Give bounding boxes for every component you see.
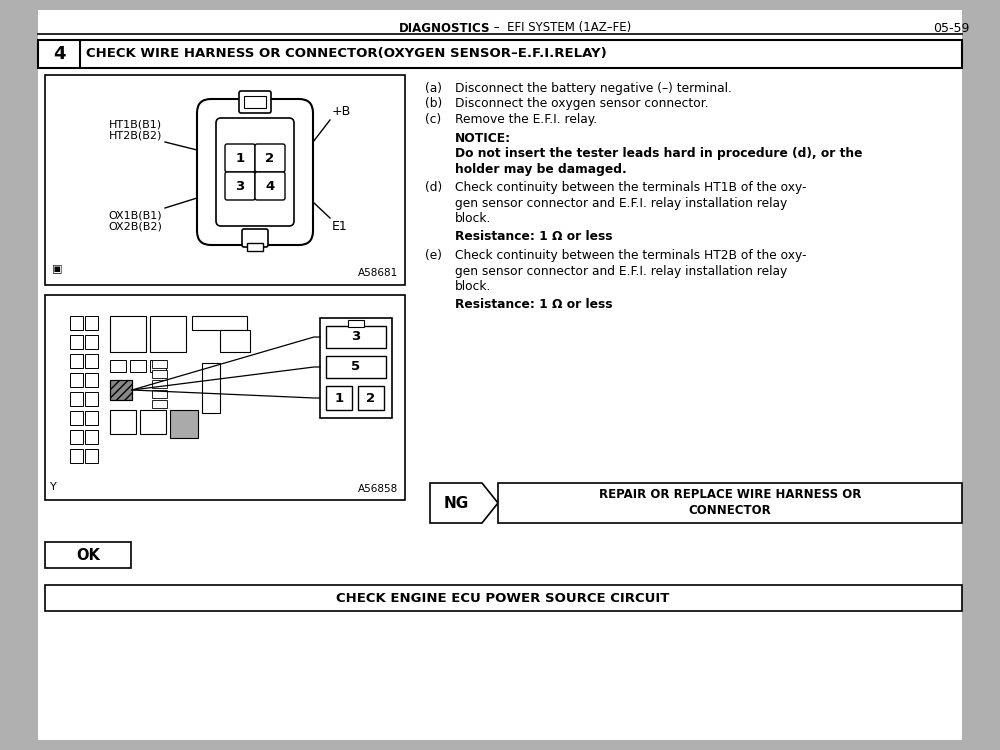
FancyBboxPatch shape bbox=[192, 316, 247, 330]
FancyBboxPatch shape bbox=[70, 449, 83, 463]
Text: ▣: ▣ bbox=[52, 264, 62, 274]
FancyBboxPatch shape bbox=[152, 400, 167, 408]
Text: gen sensor connector and E.F.I. relay installation relay: gen sensor connector and E.F.I. relay in… bbox=[455, 265, 787, 278]
FancyBboxPatch shape bbox=[45, 75, 405, 285]
FancyBboxPatch shape bbox=[225, 172, 255, 200]
FancyBboxPatch shape bbox=[85, 373, 98, 387]
Text: HT1B(B1)
HT2B(B2): HT1B(B1) HT2B(B2) bbox=[109, 119, 162, 141]
FancyBboxPatch shape bbox=[45, 585, 962, 611]
Text: Y: Y bbox=[50, 482, 57, 492]
FancyBboxPatch shape bbox=[70, 411, 83, 425]
FancyBboxPatch shape bbox=[225, 144, 255, 172]
FancyBboxPatch shape bbox=[150, 316, 186, 352]
FancyBboxPatch shape bbox=[38, 10, 962, 740]
Text: CHECK WIRE HARNESS OR CONNECTOR(OXYGEN SENSOR–E.F.I.RELAY): CHECK WIRE HARNESS OR CONNECTOR(OXYGEN S… bbox=[86, 47, 607, 61]
FancyBboxPatch shape bbox=[152, 380, 167, 388]
FancyBboxPatch shape bbox=[110, 316, 146, 352]
FancyBboxPatch shape bbox=[320, 318, 392, 418]
FancyBboxPatch shape bbox=[150, 360, 166, 372]
FancyBboxPatch shape bbox=[38, 40, 962, 68]
FancyBboxPatch shape bbox=[45, 295, 405, 500]
Text: Remove the E.F.I. relay.: Remove the E.F.I. relay. bbox=[455, 113, 597, 126]
FancyBboxPatch shape bbox=[326, 386, 352, 410]
Text: 1: 1 bbox=[334, 392, 344, 404]
Text: Check continuity between the terminals HT2B of the oxy-: Check continuity between the terminals H… bbox=[455, 249, 806, 262]
FancyBboxPatch shape bbox=[242, 229, 268, 247]
Text: 2: 2 bbox=[366, 392, 376, 404]
Text: (d): (d) bbox=[425, 181, 442, 194]
Text: OX1B(B1)
OX2B(B2): OX1B(B1) OX2B(B2) bbox=[108, 210, 162, 232]
Text: A56858: A56858 bbox=[358, 484, 398, 494]
Text: block.: block. bbox=[455, 280, 491, 293]
Text: A58681: A58681 bbox=[358, 268, 398, 278]
FancyBboxPatch shape bbox=[85, 430, 98, 444]
Text: REPAIR OR REPLACE WIRE HARNESS OR: REPAIR OR REPLACE WIRE HARNESS OR bbox=[599, 488, 861, 502]
Text: 4: 4 bbox=[53, 45, 65, 63]
FancyBboxPatch shape bbox=[70, 335, 83, 349]
Text: Resistance: 1 Ω or less: Resistance: 1 Ω or less bbox=[455, 230, 612, 242]
Text: 5: 5 bbox=[351, 361, 361, 374]
Text: 1: 1 bbox=[235, 152, 245, 164]
FancyBboxPatch shape bbox=[85, 316, 98, 330]
FancyBboxPatch shape bbox=[152, 370, 167, 378]
FancyBboxPatch shape bbox=[70, 373, 83, 387]
FancyBboxPatch shape bbox=[85, 449, 98, 463]
FancyBboxPatch shape bbox=[202, 363, 220, 413]
Text: block.: block. bbox=[455, 212, 491, 225]
Text: (a): (a) bbox=[425, 82, 442, 95]
Text: DIAGNOSTICS: DIAGNOSTICS bbox=[398, 22, 490, 34]
Text: Resistance: 1 Ω or less: Resistance: 1 Ω or less bbox=[455, 298, 612, 310]
FancyBboxPatch shape bbox=[140, 410, 166, 434]
FancyBboxPatch shape bbox=[85, 411, 98, 425]
Text: 2: 2 bbox=[265, 152, 275, 164]
Text: 3: 3 bbox=[235, 179, 245, 193]
FancyBboxPatch shape bbox=[170, 410, 198, 438]
Text: Check continuity between the terminals HT1B of the oxy-: Check continuity between the terminals H… bbox=[455, 181, 806, 194]
Text: CHECK ENGINE ECU POWER SOURCE CIRCUIT: CHECK ENGINE ECU POWER SOURCE CIRCUIT bbox=[336, 592, 670, 604]
FancyBboxPatch shape bbox=[197, 99, 313, 245]
Text: NOTICE:: NOTICE: bbox=[455, 131, 511, 145]
FancyBboxPatch shape bbox=[255, 144, 285, 172]
Polygon shape bbox=[430, 483, 498, 523]
Text: holder may be damaged.: holder may be damaged. bbox=[455, 163, 627, 176]
FancyBboxPatch shape bbox=[348, 320, 364, 327]
FancyBboxPatch shape bbox=[110, 410, 136, 434]
Text: E1: E1 bbox=[332, 220, 348, 233]
FancyBboxPatch shape bbox=[85, 335, 98, 349]
FancyBboxPatch shape bbox=[498, 483, 962, 523]
Text: –  EFI SYSTEM (1AZ–FE): – EFI SYSTEM (1AZ–FE) bbox=[490, 22, 631, 34]
FancyBboxPatch shape bbox=[85, 354, 98, 368]
FancyBboxPatch shape bbox=[110, 380, 132, 400]
FancyBboxPatch shape bbox=[70, 392, 83, 406]
FancyBboxPatch shape bbox=[85, 392, 98, 406]
Text: Do not insert the tester leads hard in procedure (d), or the: Do not insert the tester leads hard in p… bbox=[455, 147, 862, 160]
Text: Disconnect the battery negative (–) terminal.: Disconnect the battery negative (–) term… bbox=[455, 82, 732, 95]
FancyBboxPatch shape bbox=[70, 430, 83, 444]
FancyBboxPatch shape bbox=[45, 542, 131, 568]
FancyBboxPatch shape bbox=[70, 316, 83, 330]
Text: OK: OK bbox=[76, 548, 100, 562]
FancyBboxPatch shape bbox=[326, 326, 386, 348]
FancyBboxPatch shape bbox=[130, 360, 146, 372]
FancyBboxPatch shape bbox=[110, 360, 126, 372]
FancyBboxPatch shape bbox=[326, 356, 386, 378]
Text: 4: 4 bbox=[265, 179, 275, 193]
FancyBboxPatch shape bbox=[216, 118, 294, 226]
FancyBboxPatch shape bbox=[358, 386, 384, 410]
Text: 3: 3 bbox=[351, 331, 361, 344]
Text: Disconnect the oxygen sensor connector.: Disconnect the oxygen sensor connector. bbox=[455, 98, 709, 110]
FancyBboxPatch shape bbox=[70, 354, 83, 368]
Text: (c): (c) bbox=[425, 113, 441, 126]
FancyBboxPatch shape bbox=[152, 390, 167, 398]
FancyBboxPatch shape bbox=[244, 96, 266, 108]
FancyBboxPatch shape bbox=[220, 330, 250, 352]
FancyBboxPatch shape bbox=[255, 172, 285, 200]
Text: NG: NG bbox=[443, 496, 469, 511]
FancyBboxPatch shape bbox=[247, 243, 263, 251]
Text: +B: +B bbox=[332, 105, 351, 118]
Text: CONNECTOR: CONNECTOR bbox=[689, 505, 771, 518]
Text: (e): (e) bbox=[425, 249, 442, 262]
FancyBboxPatch shape bbox=[152, 360, 167, 368]
FancyBboxPatch shape bbox=[239, 91, 271, 113]
Text: (b): (b) bbox=[425, 98, 442, 110]
